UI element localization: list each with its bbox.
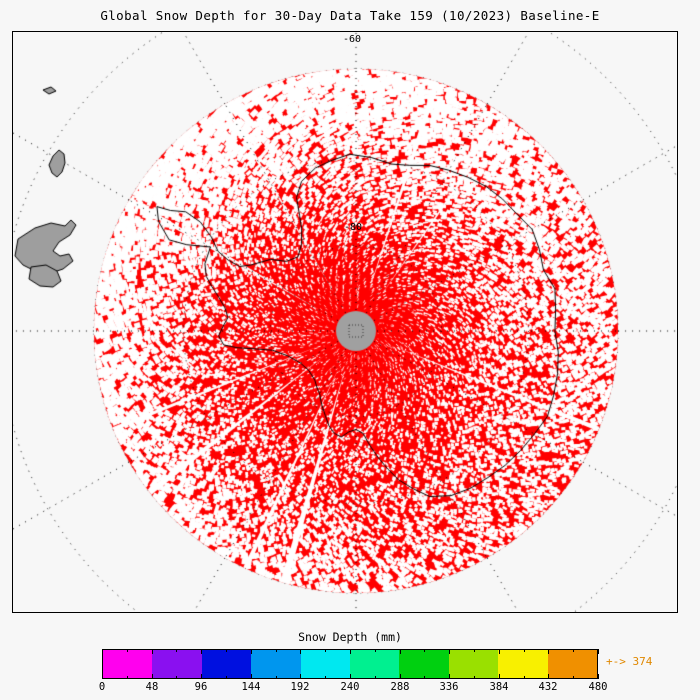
colorbar-tick [598,649,599,654]
latitude-label-80: -80 [344,222,363,233]
colorbar-tick-label: 96 [194,681,208,693]
page-title: Global Snow Depth for 30-Day Data Take 1… [100,8,600,23]
colorbar-tick-label: 288 [390,681,410,693]
colorbar-segment [300,650,351,678]
colorbar-segment [547,650,598,678]
colorbar-tick-label: 384 [489,681,509,693]
colorbar-segment [251,650,301,678]
colorbar-tick-label: 192 [290,681,310,693]
colorbar-segment [399,650,449,678]
colorbar-overflow-note: +-> 374 [606,655,653,668]
colorbar-gradient[interactable] [102,649,598,679]
colorbar[interactable] [102,649,599,679]
colorbar-tick-label: 144 [241,681,261,693]
colorbar-segment [201,650,252,678]
colorbar-tick-label: 432 [538,681,558,693]
colorbar-title: Snow Depth (mm) [298,630,402,644]
colorbar-segment [152,650,202,678]
colorbar-segment [103,650,153,678]
colorbar-tick-label: 240 [340,681,360,693]
colorbar-tick-label: 336 [439,681,459,693]
colorbar-tick-label: 48 [145,681,159,693]
colorbar-tick [598,674,599,679]
latitude-label-60: -60 [343,34,362,45]
colorbar-segment [498,650,548,678]
map-plot-frame: -60 -80 [12,31,678,613]
colorbar-tick-label: 0 [98,681,106,693]
colorbar-tick-labels: 0 48 96 144 192 240 288 336 384 432 480 [98,681,608,695]
colorbar-segment [448,650,499,678]
colorbar-tick-label: 480 [588,681,608,693]
colorbar-segment [350,650,400,678]
polar-map-canvas [13,32,677,612]
